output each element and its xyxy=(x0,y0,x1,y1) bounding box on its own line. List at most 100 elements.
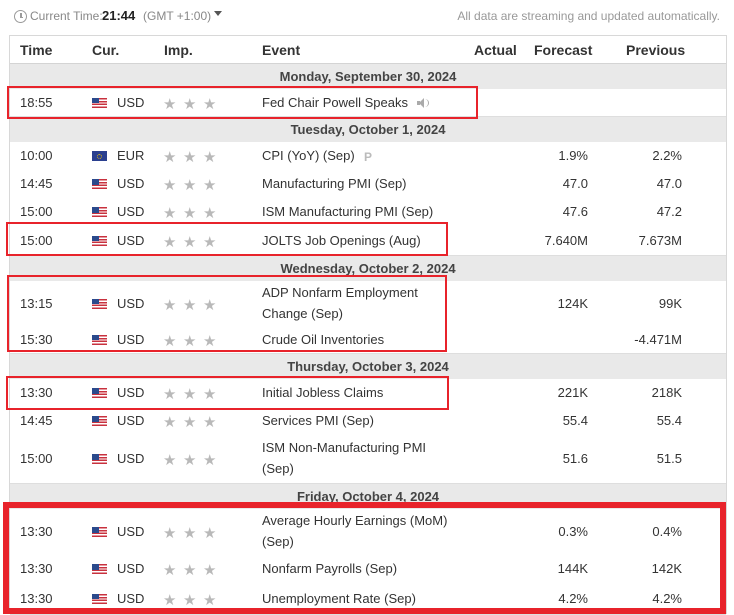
event-currency: USD xyxy=(117,590,145,606)
event-previous: 47.2 xyxy=(656,204,682,219)
importance-star-icon: ★ xyxy=(163,95,177,113)
event-name[interactable]: CPI (YoY) (Sep) xyxy=(262,148,355,163)
column-header-currency[interactable]: Cur. xyxy=(92,42,120,58)
importance-star-icon: ★ xyxy=(183,149,197,166)
column-header-event[interactable]: Event xyxy=(262,42,301,58)
event-forecast: 55.4 xyxy=(562,413,588,428)
importance-star-icon: ★ xyxy=(203,95,217,113)
event-time: 13:15 xyxy=(20,295,53,311)
event-name[interactable]: Unemployment Rate (Sep) xyxy=(262,590,416,606)
speech-speaker-icon[interactable] xyxy=(417,97,429,109)
event-row[interactable]: 13:15 USD ★ ★ ★ ADP Nonfarm Employment Change … xyxy=(10,281,726,327)
event-name-line2[interactable]: (Sep) xyxy=(262,534,294,549)
event-name-line2[interactable]: Change (Sep) xyxy=(262,305,343,321)
event-previous: 7.673M xyxy=(638,232,682,248)
event-time: 13:30 xyxy=(20,561,53,576)
event-currency: EUR xyxy=(117,148,145,163)
event-name[interactable]: Services PMI (Sep) xyxy=(262,413,374,428)
column-header-previous[interactable]: Previous xyxy=(626,42,686,58)
column-header-time[interactable]: Time xyxy=(20,42,53,58)
event-time: 15:00 xyxy=(20,204,53,219)
event-row[interactable]: 13:30 USD ★ ★ ★ Initial Jobless Claims 221K 218… xyxy=(10,379,726,408)
event-name[interactable]: Fed Chair Powell Speaks xyxy=(262,94,408,110)
event-row[interactable]: 13:30 USD ★ ★ ★ Nonfarm Payrolls (Sep) 144K 142… xyxy=(10,555,726,584)
us-flag-icon xyxy=(92,235,107,246)
event-row[interactable]: 15:00 USD ★ ★ ★ JOLTS Job Openings (Aug) 7.640… xyxy=(10,226,726,256)
event-previous: 47.0 xyxy=(656,176,682,191)
us-flag-icon xyxy=(92,564,107,574)
importance-star-icon: ★ xyxy=(163,296,177,314)
event-time: 15:00 xyxy=(20,451,53,466)
event-name[interactable]: Manufacturing PMI (Sep) xyxy=(262,176,407,191)
event-currency: USD xyxy=(117,295,145,311)
importance-star-icon: ★ xyxy=(163,149,177,166)
importance-star-icon: ★ xyxy=(183,525,197,542)
event-time: 15:30 xyxy=(20,331,53,347)
event-row[interactable]: 15:00 USD ★ ★ ★ ISM Manufacturing PMI (Sep) 47… xyxy=(10,198,726,227)
event-currency: USD xyxy=(117,451,145,466)
us-flag-icon xyxy=(92,207,107,217)
event-name[interactable]: JOLTS Job Openings (Aug) xyxy=(262,232,421,248)
event-previous: 4.2% xyxy=(652,590,682,606)
event-previous: 0.4% xyxy=(652,524,682,539)
event-name[interactable]: Nonfarm Payrolls (Sep) xyxy=(262,561,398,576)
event-name[interactable]: ADP Nonfarm Employment xyxy=(262,284,418,300)
column-header-importance[interactable]: Imp. xyxy=(164,42,193,58)
us-flag-icon xyxy=(92,527,107,537)
day-header: Thursday, October 3, 2024 xyxy=(10,353,726,380)
event-currency: USD xyxy=(117,94,145,110)
importance-star-icon: ★ xyxy=(183,205,197,222)
event-row[interactable]: 14:45 USD ★ ★ ★ Services PMI (Sep) 55.4 55.4 xyxy=(10,407,726,436)
column-header-actual[interactable]: Actual xyxy=(474,42,517,58)
importance-star-icon: ★ xyxy=(203,414,217,431)
event-name[interactable]: Crude Oil Inventories xyxy=(262,331,385,347)
us-flag-icon xyxy=(92,334,107,345)
importance-star-icon: ★ xyxy=(203,562,217,579)
event-name[interactable]: ISM Manufacturing PMI (Sep) xyxy=(262,204,434,219)
event-row[interactable]: 13:30 USD ★ ★ ★ Unemployment Rate (Sep) 4.2% 4.… xyxy=(10,583,726,615)
event-row[interactable]: 10:00 EUR ★ ★ ★ CPI (YoY) (Sep) P 1.9% 2.2% xyxy=(10,142,726,171)
event-currency: USD xyxy=(117,561,145,576)
event-row[interactable]: 15:30 USD ★ ★ ★ Crude Oil Inventories -4.471M xyxy=(10,326,726,354)
event-forecast: 124K xyxy=(557,295,588,311)
current-time-label: Current Time: xyxy=(30,9,103,23)
importance-star-icon: ★ xyxy=(163,233,177,251)
event-currency: USD xyxy=(117,204,145,219)
event-previous: 55.4 xyxy=(656,413,682,428)
event-time: 14:45 xyxy=(20,413,53,428)
event-name[interactable]: Initial Jobless Claims xyxy=(262,385,384,400)
timezone-label[interactable]: (GMT +1:00) xyxy=(143,9,212,23)
preliminary-icon[interactable]: P xyxy=(364,150,373,164)
eu-flag-icon xyxy=(92,151,107,161)
event-forecast: 221K xyxy=(557,385,588,400)
event-row[interactable]: 18:55 USD ★ ★ ★ Fed Chair Powell Speaks xyxy=(10,89,726,117)
clock-icon xyxy=(14,10,27,23)
us-flag-icon xyxy=(92,179,107,189)
event-previous: 2.2% xyxy=(652,148,682,163)
event-row[interactable]: 15:00 USD ★ ★ ★ ISM Non-Manufacturing PMI (Sep… xyxy=(10,435,726,484)
importance-star-icon: ★ xyxy=(163,562,177,579)
us-flag-icon xyxy=(92,454,107,464)
event-name[interactable]: Average Hourly Earnings (MoM) xyxy=(262,513,448,528)
column-header-forecast[interactable]: Forecast xyxy=(534,42,593,58)
importance-star-icon: ★ xyxy=(183,296,197,314)
importance-star-icon: ★ xyxy=(183,414,197,431)
event-previous: -4.471M xyxy=(634,331,682,347)
us-flag-icon xyxy=(92,97,107,108)
event-time: 15:00 xyxy=(20,232,53,248)
current-time-value: 21:44 xyxy=(102,8,136,23)
event-forecast: 144K xyxy=(557,561,588,576)
importance-star-icon: ★ xyxy=(203,332,217,350)
importance-star-icon: ★ xyxy=(203,386,217,403)
event-currency: USD xyxy=(117,176,145,191)
event-name-line2[interactable]: (Sep) xyxy=(262,461,294,476)
importance-star-icon: ★ xyxy=(203,177,217,194)
importance-star-icon: ★ xyxy=(163,525,177,542)
event-row[interactable]: 14:45 USD ★ ★ ★ Manufacturing PMI (Sep) 47.0 47… xyxy=(10,170,726,199)
event-row[interactable]: 13:30 USD ★ ★ ★ Average Hourly Earnings (MoM)… xyxy=(10,509,726,556)
chevron-down-icon[interactable] xyxy=(214,11,222,16)
event-previous: 142K xyxy=(651,561,682,576)
us-flag-icon xyxy=(92,593,107,604)
importance-star-icon: ★ xyxy=(183,591,197,609)
event-name[interactable]: ISM Non-Manufacturing PMI xyxy=(262,440,427,455)
